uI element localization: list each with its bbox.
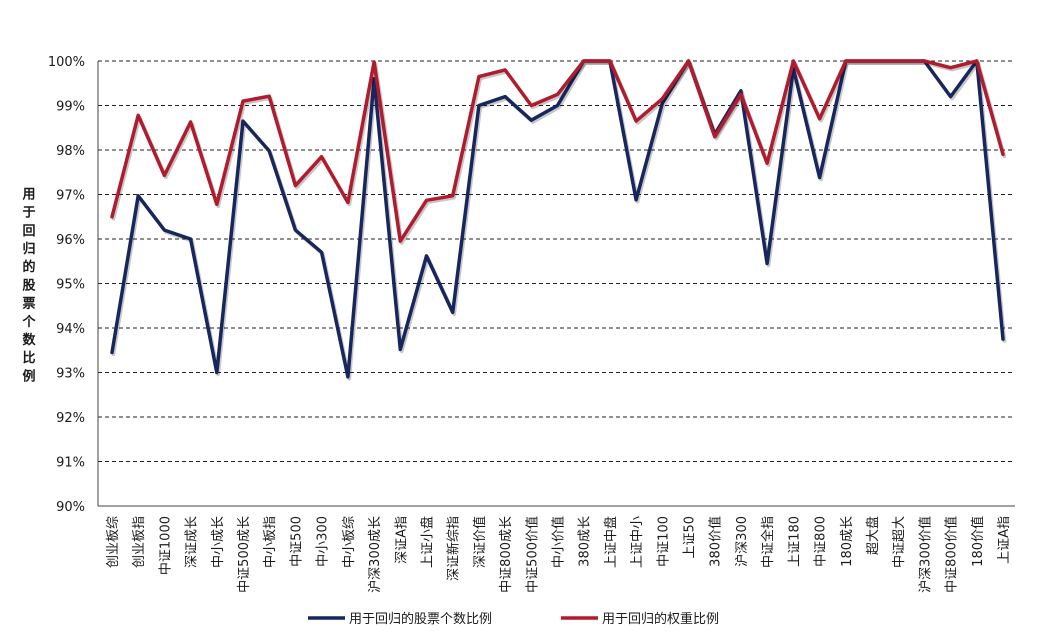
x-tick-label: 中小成长 <box>211 516 226 568</box>
x-tick-label: 中证800价值 <box>944 516 960 593</box>
y-tick-label: 93% <box>56 367 85 382</box>
x-tick-label: 创业板指 <box>132 516 147 568</box>
x-tick-labels: 创业板综 创业板指 中证1000 深证成长 中小成长 中证500成长 中小板指 中证500 中小… <box>106 516 1012 593</box>
x-tick-label: 上证A指 <box>997 516 1012 564</box>
x-tick-label: 中证500 <box>289 516 304 567</box>
y-tick-label: 97% <box>56 189 85 204</box>
y-tick-label: 91% <box>56 456 85 471</box>
x-tick-label: 中小板综 <box>342 516 357 568</box>
x-tick-label: 沪深300价值 <box>917 516 933 593</box>
x-tick-label: 上证小盘 <box>419 516 435 568</box>
x-tick-label: 中证800成长 <box>499 516 514 593</box>
x-tick-label: 中证超大 <box>892 516 907 568</box>
x-tick-label: 中小板指 <box>263 516 278 568</box>
x-tick-label: 超大盘 <box>865 516 881 555</box>
x-tick-label: 380价值 <box>708 516 724 567</box>
x-tick-label: 沪深300成长 <box>367 516 383 593</box>
y-tick-label: 94% <box>56 322 85 337</box>
series-lines <box>110 59 1007 381</box>
x-tick-label: 上证中盘 <box>603 516 619 568</box>
y-axis-title: 用于回归的股票个数比例 <box>21 187 36 384</box>
y-tick-label: 92% <box>56 411 85 426</box>
y-tick-label: 95% <box>56 278 85 293</box>
x-tick-label: 180价值 <box>970 516 986 567</box>
x-tick-label: 深证A指 <box>394 516 409 564</box>
y-tick-labels: 90% 91% 92% 93% 94% 95% 96% 97% 98% 99% 100% <box>48 55 85 515</box>
x-tick-label: 深证价值 <box>472 516 488 568</box>
y-tick-label: 100% <box>48 55 85 70</box>
legend-label-2: 用于回归的权重比例 <box>602 611 719 627</box>
legend-label-1: 用于回归的股票个数比例 <box>349 611 492 627</box>
series-line-2 <box>110 59 1005 243</box>
x-tick-label: 深证成长 <box>185 516 200 568</box>
x-tick-label: 创业板综 <box>106 516 121 568</box>
series-shadow <box>111 61 1007 245</box>
y-tick-label: 99% <box>56 100 85 115</box>
y-tick-label: 98% <box>56 144 85 159</box>
y-tick-label: 90% <box>56 500 85 515</box>
x-tick-label: 中小价值 <box>551 516 567 568</box>
series-shadow <box>111 61 1007 381</box>
y-tick-label: 96% <box>56 233 85 248</box>
x-tick-label: 380成长 <box>578 516 593 567</box>
x-tick-label: 中证100 <box>656 516 671 567</box>
x-tick-label: 沪深300 <box>734 516 750 567</box>
y-axis-label: 用于回归的股票个数比例 <box>21 187 36 384</box>
x-tick-label: 上证180 <box>787 516 802 567</box>
x-tick-label: 中证500成长 <box>237 516 252 593</box>
x-tick-label: 中小300 <box>316 516 331 567</box>
x-tick-label: 上证中小 <box>630 516 645 568</box>
axes <box>97 61 1015 507</box>
x-tick-label: 上证50 <box>683 516 698 559</box>
x-tick-label: 中证800 <box>814 516 829 567</box>
x-tick-label: 中证全指 <box>760 516 776 568</box>
x-tick-label: 180成长 <box>840 516 855 567</box>
legend: 用于回归的股票个数比例 用于回归的权重比例 <box>308 611 719 627</box>
x-tick-label: 中证500价值 <box>524 516 540 593</box>
x-tick-label: 深证新综指 <box>446 516 462 581</box>
gridlines <box>98 60 1015 462</box>
x-tick-label: 中证1000 <box>158 516 173 575</box>
